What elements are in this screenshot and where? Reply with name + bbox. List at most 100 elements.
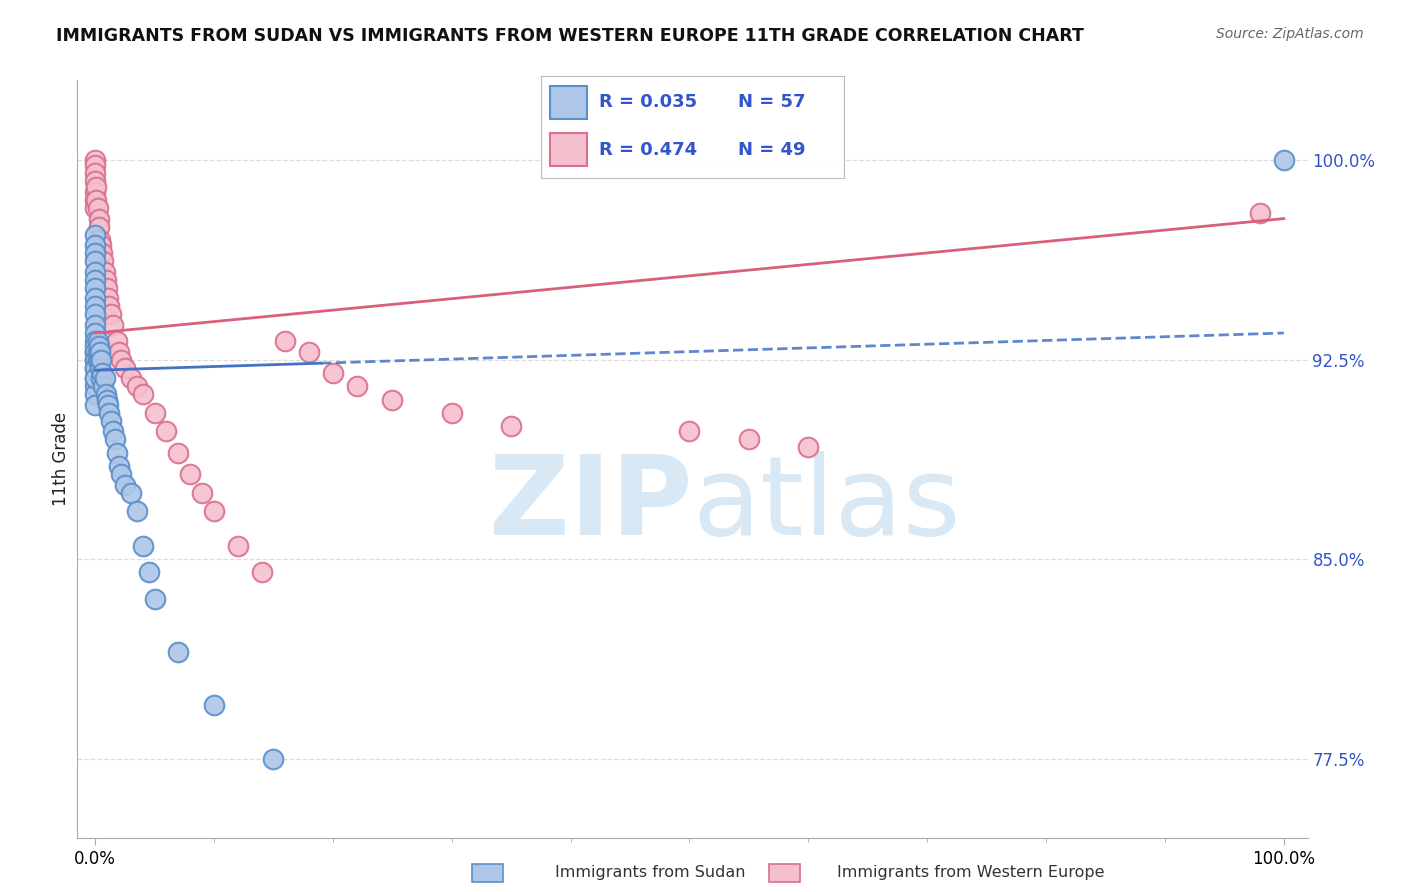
Point: [346, 379, 368, 393]
Point: [105, 334, 128, 348]
Point: [84, 387, 107, 401]
Point: [87, 352, 110, 367]
Point: [110, 467, 132, 481]
Point: [226, 539, 249, 553]
Point: [101, 425, 124, 439]
Point: [84, 265, 107, 279]
Point: [84, 344, 107, 359]
Text: ZIP: ZIP: [489, 451, 693, 558]
Point: [101, 318, 124, 332]
Point: [678, 425, 700, 439]
Text: N = 57: N = 57: [738, 94, 806, 112]
Text: atlas: atlas: [693, 451, 960, 558]
Point: [100, 414, 122, 428]
Point: [89, 360, 111, 375]
Point: [104, 433, 127, 447]
Point: [93, 371, 115, 385]
Point: [96, 392, 118, 407]
Point: [90, 352, 112, 367]
Point: [86, 179, 108, 194]
Point: [84, 371, 107, 385]
Point: [298, 344, 321, 359]
Point: [84, 153, 107, 167]
Point: [84, 281, 107, 295]
Point: [250, 566, 273, 580]
Point: [501, 419, 523, 434]
Point: [84, 339, 107, 353]
Point: [108, 344, 131, 359]
Point: [131, 387, 153, 401]
FancyBboxPatch shape: [550, 87, 586, 119]
Point: [86, 193, 108, 207]
Point: [91, 366, 114, 380]
Point: [797, 441, 820, 455]
Point: [84, 318, 107, 332]
Point: [84, 360, 107, 375]
Point: [114, 477, 136, 491]
Point: [84, 371, 107, 385]
Point: [84, 344, 107, 359]
Point: [94, 387, 117, 401]
Point: [131, 539, 153, 553]
Point: [84, 238, 107, 252]
Point: [84, 254, 107, 268]
Point: [84, 174, 107, 188]
Point: [86, 201, 108, 215]
Point: [110, 352, 132, 367]
Point: [84, 246, 107, 260]
Point: [87, 339, 110, 353]
FancyBboxPatch shape: [550, 133, 586, 166]
Point: [84, 193, 107, 207]
Text: N = 49: N = 49: [738, 141, 806, 159]
Point: [84, 352, 107, 367]
Point: [191, 485, 214, 500]
Point: [93, 254, 115, 268]
Point: [202, 504, 225, 518]
Point: [84, 307, 107, 321]
Text: Immigrants from Western Europe: Immigrants from Western Europe: [837, 865, 1104, 880]
Point: [97, 292, 120, 306]
Point: [138, 566, 160, 580]
Point: [262, 752, 284, 766]
Point: [84, 166, 107, 180]
Point: [97, 398, 120, 412]
Point: [167, 446, 190, 460]
Point: [381, 392, 404, 407]
Point: [90, 238, 112, 252]
Point: [105, 446, 128, 460]
Point: [84, 379, 107, 393]
Point: [91, 246, 114, 260]
Point: [94, 273, 117, 287]
Point: [84, 326, 107, 340]
Text: IMMIGRANTS FROM SUDAN VS IMMIGRANTS FROM WESTERN EUROPE 11TH GRADE CORRELATION C: IMMIGRANTS FROM SUDAN VS IMMIGRANTS FROM…: [56, 27, 1084, 45]
Point: [322, 366, 344, 380]
Text: Immigrants from Sudan: Immigrants from Sudan: [555, 865, 745, 880]
Point: [86, 344, 108, 359]
Point: [86, 352, 108, 367]
Point: [143, 406, 166, 420]
Point: [167, 645, 190, 659]
Point: [440, 406, 463, 420]
Y-axis label: 11th Grade: 11th Grade: [52, 412, 70, 507]
Point: [84, 273, 107, 287]
Point: [108, 458, 131, 473]
Point: [155, 425, 177, 439]
Point: [125, 379, 148, 393]
Point: [84, 352, 107, 367]
Point: [84, 158, 107, 172]
Text: Source: ZipAtlas.com: Source: ZipAtlas.com: [1216, 27, 1364, 41]
Point: [90, 371, 112, 385]
Point: [89, 344, 111, 359]
Point: [93, 379, 115, 393]
Point: [89, 233, 111, 247]
Text: R = 0.035: R = 0.035: [599, 94, 697, 112]
Point: [120, 485, 142, 500]
Point: [179, 467, 201, 481]
Point: [100, 307, 122, 321]
Point: [84, 334, 107, 348]
Point: [98, 300, 121, 314]
Point: [1272, 153, 1295, 167]
Point: [87, 219, 110, 234]
Point: [1249, 206, 1271, 220]
Point: [84, 300, 107, 314]
